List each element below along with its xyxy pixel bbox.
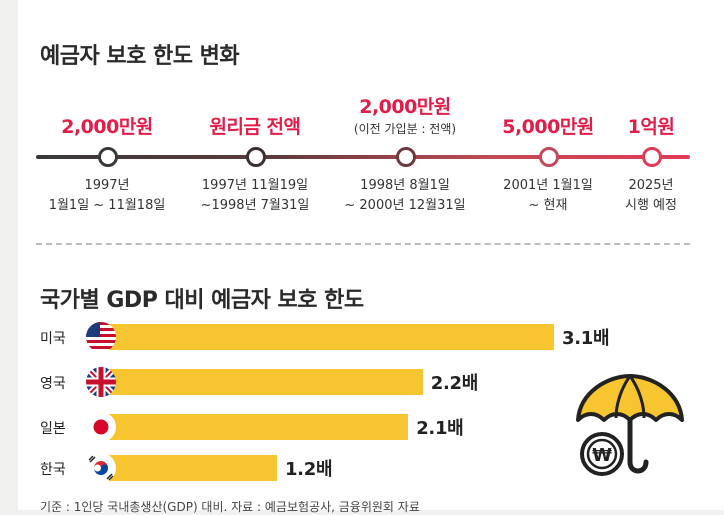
milestone-dot — [246, 147, 266, 167]
period-line-1: 2001년 1월1일 — [503, 178, 593, 193]
period-line-2: ~1998년 7월31일 — [200, 198, 310, 213]
milestone-period: 2001년 1월1일 ~ 현재 — [503, 176, 593, 216]
country-label: 한국 — [40, 462, 66, 478]
country-label: 영국 — [40, 376, 66, 392]
umbrella-won-icon: ₩ — [576, 374, 684, 476]
milestone-amount: 2,000만원 — [359, 96, 451, 118]
bar-row: 한국 1.2배 — [40, 451, 640, 485]
bar-row: 미국 3.1배 — [40, 320, 640, 354]
korea-flag-icon — [86, 453, 116, 483]
bar-row: 영국 2.2배 — [40, 365, 640, 399]
period-line-2: 1월1일 ~ 11월18일 — [48, 198, 166, 213]
period-line-2: ~ 현재 — [528, 198, 568, 213]
bar-row: 일본 2.1배 — [40, 410, 640, 444]
milestone-note: (이전 가입분 : 전액) — [353, 122, 457, 136]
timeline-title: 예금자 보호 한도 변화 — [40, 44, 240, 69]
period-line-1: 1998년 8월1일 — [360, 178, 450, 193]
period-line-2: ~ 2000년 12월31일 — [344, 198, 466, 213]
period-line-1: 1997년 11월19일 — [201, 178, 309, 193]
us-flag-icon — [86, 322, 116, 352]
milestone-dot — [539, 147, 559, 167]
period-line-1: 1997년 — [84, 178, 130, 193]
bar — [102, 324, 554, 350]
milestone-period: 1997년 11월19일 ~1998년 7월31일 — [201, 176, 310, 216]
timeline-line — [36, 155, 690, 159]
milestone-dot — [98, 147, 118, 167]
bar — [102, 369, 423, 395]
country-label: 일본 — [40, 421, 66, 437]
milestone-dot — [642, 147, 662, 167]
milestone-period: 1998년 8월1일 ~ 2000년 12월31일 — [344, 176, 465, 216]
period-line-1: 2025년 — [628, 178, 674, 193]
bar-value-label: 3.1배 — [562, 328, 610, 349]
section-divider — [36, 243, 690, 245]
source-footnote: 기준 : 1인당 국내총생산(GDP) 대비. 자료 : 예금보험공사, 금융위… — [40, 500, 420, 514]
bar-value-label: 2.2배 — [430, 373, 479, 394]
milestone-amount: 1억원 — [627, 116, 675, 138]
bar — [102, 414, 409, 440]
milestone-amount: 5,000만원 — [502, 116, 594, 138]
bar — [102, 455, 277, 481]
period-line-2: 시행 예정 — [625, 198, 677, 213]
milestone-dot — [396, 147, 416, 167]
milestone-amount: 원리금 전액 — [209, 116, 301, 138]
svg-text:₩: ₩ — [592, 445, 612, 466]
japan-flag-icon — [86, 412, 116, 442]
bar-value-label: 2.1배 — [416, 418, 464, 439]
milestone-amount: 2,000만원 — [61, 116, 153, 138]
country-label: 미국 — [40, 331, 66, 347]
uk-flag-icon — [86, 367, 116, 397]
gdp-chart-title: 국가별 GDP 대비 예금자 보호 한도 — [40, 288, 364, 313]
bar-value-label: 1.2배 — [284, 459, 333, 480]
milestone-period: 1997년 1월1일 ~ 11월18일 — [49, 176, 166, 216]
milestone-period: 2025년 시행 예정 — [625, 176, 677, 216]
